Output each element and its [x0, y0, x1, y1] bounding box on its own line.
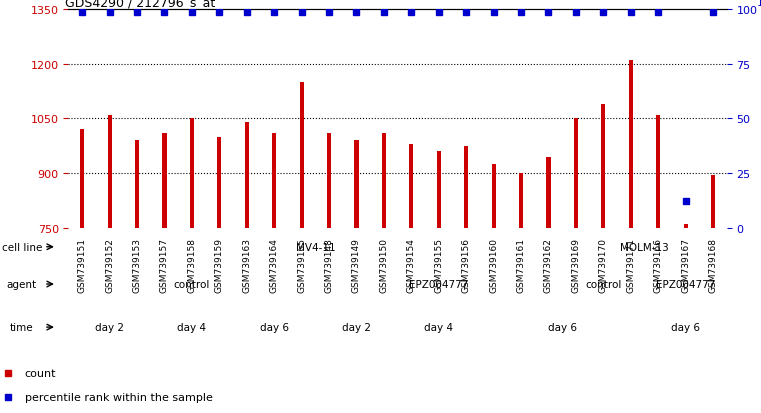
Bar [218, 137, 221, 228]
Bar [135, 141, 139, 228]
Bar [162, 134, 167, 228]
Bar [519, 173, 523, 228]
Text: percentile rank within the sample: percentile rank within the sample [24, 392, 212, 402]
Bar [355, 141, 358, 228]
Text: MOLM-13: MOLM-13 [620, 242, 669, 252]
Text: 100%: 100% [756, 0, 761, 8]
Text: time: time [10, 322, 33, 332]
Bar [601, 104, 606, 228]
Bar [683, 224, 688, 228]
Bar [629, 61, 633, 228]
Text: count: count [24, 368, 56, 378]
Bar [464, 146, 468, 228]
Text: day 4: day 4 [177, 322, 206, 332]
Bar [574, 119, 578, 228]
Text: day 2: day 2 [95, 322, 124, 332]
Text: day 4: day 4 [425, 322, 454, 332]
Bar [382, 134, 386, 228]
Text: EPZ004777: EPZ004777 [656, 279, 715, 290]
Bar [107, 116, 112, 228]
Text: day 6: day 6 [548, 322, 577, 332]
Bar [492, 164, 495, 228]
Bar [189, 119, 194, 228]
Bar [546, 157, 550, 228]
Text: agent: agent [7, 279, 37, 290]
Bar [437, 152, 441, 228]
Text: control: control [585, 279, 622, 290]
Text: control: control [174, 279, 210, 290]
Text: day 6: day 6 [671, 322, 700, 332]
Bar [327, 134, 331, 228]
Text: MV4-11: MV4-11 [295, 242, 335, 252]
Bar [300, 83, 304, 228]
Text: day 2: day 2 [342, 322, 371, 332]
Bar [656, 116, 661, 228]
Bar [245, 123, 249, 228]
Text: EPZ004777: EPZ004777 [409, 279, 469, 290]
Text: day 6: day 6 [260, 322, 288, 332]
Bar [409, 145, 413, 228]
Text: cell line: cell line [2, 242, 42, 252]
Bar [272, 134, 276, 228]
Bar [80, 130, 84, 228]
Text: GDS4290 / 212796_s_at: GDS4290 / 212796_s_at [65, 0, 215, 9]
Bar [711, 176, 715, 228]
